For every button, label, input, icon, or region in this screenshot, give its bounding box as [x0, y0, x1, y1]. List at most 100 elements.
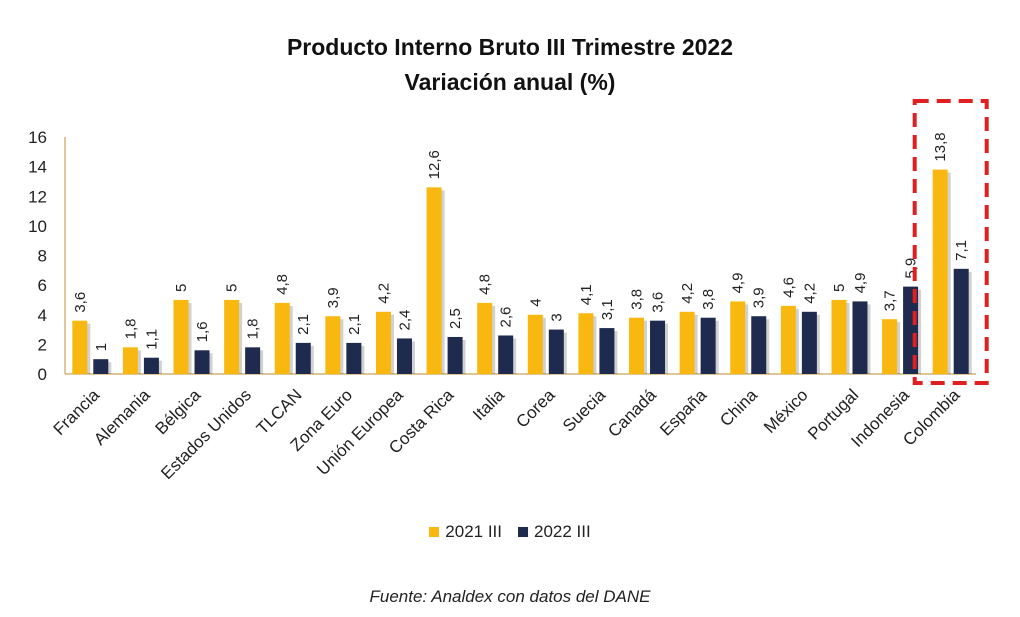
bar-2021 — [173, 299, 189, 374]
y-tick-label: 2 — [38, 335, 47, 354]
bar-2021 — [72, 320, 88, 374]
bar-2022 — [700, 317, 716, 374]
bar-2022 — [751, 316, 767, 374]
chart-subtitle: Variación anual (%) — [404, 69, 616, 95]
data-label: 4,9 — [730, 273, 747, 294]
data-label: 5 — [173, 284, 190, 292]
bar-2022 — [295, 342, 311, 374]
data-label: 1,6 — [194, 321, 211, 342]
bar-2021 — [932, 169, 948, 374]
data-label: 2,5 — [447, 308, 464, 329]
x-tick-label: Estados Unidos — [157, 385, 255, 483]
data-label: 12,6 — [426, 150, 443, 179]
bar-2021 — [882, 319, 898, 374]
data-label: 3 — [548, 313, 565, 321]
data-label: 2,1 — [346, 314, 363, 335]
y-tick-label: 4 — [38, 306, 47, 325]
bar-2022 — [953, 268, 969, 374]
bar-2021 — [274, 302, 290, 374]
data-label: 4,9 — [852, 273, 869, 294]
source-note: Fuente: Analdex con datos del DANE — [369, 587, 651, 606]
bar-2021 — [578, 313, 594, 374]
bar-2021 — [477, 302, 493, 374]
bar-2022 — [903, 286, 919, 374]
data-label: 4,8 — [477, 274, 494, 295]
bar-2022 — [498, 335, 514, 374]
bar-2022 — [346, 342, 362, 374]
x-tick-label: Colombia — [899, 385, 964, 450]
data-label: 4,2 — [679, 283, 696, 304]
bar-2021 — [375, 311, 391, 374]
data-label: 4,2 — [801, 283, 818, 304]
y-tick-label: 16 — [28, 128, 47, 147]
data-label: 2,4 — [396, 310, 413, 331]
data-label: 4,1 — [578, 284, 595, 305]
x-tick-label: Canadá — [604, 385, 660, 441]
highlight-box — [912, 99, 989, 385]
x-tick-label: China — [716, 385, 761, 430]
bar-2022 — [245, 347, 261, 374]
bar-2022 — [852, 301, 868, 374]
data-label: 4,6 — [780, 277, 797, 298]
data-label: 2,6 — [498, 307, 515, 328]
bar-2021 — [780, 305, 796, 374]
x-tick-label: España — [656, 385, 711, 440]
x-tick-label: Suecia — [559, 385, 610, 436]
legend-label-2021: 2021 III — [445, 522, 502, 541]
bar-2021 — [224, 299, 240, 374]
x-tick-label: Alemania — [90, 385, 154, 449]
bar-2022 — [548, 329, 564, 374]
data-label: 1,8 — [245, 318, 262, 339]
data-label: 5 — [224, 284, 241, 292]
data-label: 5,9 — [903, 258, 920, 279]
bar-2021 — [679, 311, 695, 374]
data-label: 1 — [93, 343, 110, 351]
y-tick-label: 10 — [28, 217, 47, 236]
data-label: 3,9 — [751, 287, 768, 308]
chart-title: Producto Interno Bruto III Trimestre 202… — [286, 34, 734, 60]
data-label: 3,7 — [882, 290, 899, 311]
bar-2022 — [801, 311, 817, 374]
bar-2022 — [93, 359, 109, 374]
legend-item-2021: 2021 III — [429, 522, 502, 542]
data-label: 1,1 — [143, 329, 160, 350]
data-label: 3,6 — [72, 292, 89, 313]
x-tick-label: Corea — [512, 385, 559, 432]
bar-2022 — [447, 336, 463, 374]
y-tick-label: 6 — [38, 276, 47, 295]
bar-2021 — [730, 301, 746, 374]
bar-2022 — [396, 338, 412, 374]
bar-2021 — [629, 317, 645, 374]
legend-item-2022: 2022 III — [518, 522, 591, 542]
data-label: 3,8 — [700, 289, 717, 310]
data-label: 2,1 — [295, 314, 312, 335]
bar-2021 — [122, 347, 138, 374]
legend-swatch-2022 — [518, 527, 528, 537]
data-label: 3,9 — [325, 287, 342, 308]
x-tick-label: Italia — [469, 385, 508, 424]
y-tick-label: 12 — [28, 187, 47, 206]
bar-2022 — [650, 320, 666, 374]
data-label: 13,8 — [932, 132, 949, 161]
bar-2021 — [527, 314, 543, 374]
legend-swatch-2021 — [429, 527, 440, 537]
data-label: 5 — [831, 284, 848, 292]
data-label: 1,8 — [122, 318, 139, 339]
y-tick-label: 14 — [28, 158, 47, 177]
data-label: 4,2 — [375, 283, 392, 304]
y-tick-label: 0 — [38, 365, 47, 384]
bar-2021 — [325, 316, 341, 374]
bar-2022 — [194, 350, 210, 374]
bar-2022 — [143, 357, 159, 374]
bar-2021 — [831, 299, 847, 374]
legend-label-2022: 2022 III — [534, 522, 591, 541]
data-label: 3,6 — [650, 292, 667, 313]
data-label: 3,8 — [629, 289, 646, 310]
data-label: 4,8 — [274, 274, 291, 295]
data-label: 7,1 — [953, 240, 970, 261]
data-label: 3,1 — [599, 299, 616, 320]
x-tick-label: Unión Europea — [313, 385, 407, 479]
legend: 2021 III 2022 III — [0, 522, 1020, 542]
bar-2022 — [599, 328, 615, 374]
